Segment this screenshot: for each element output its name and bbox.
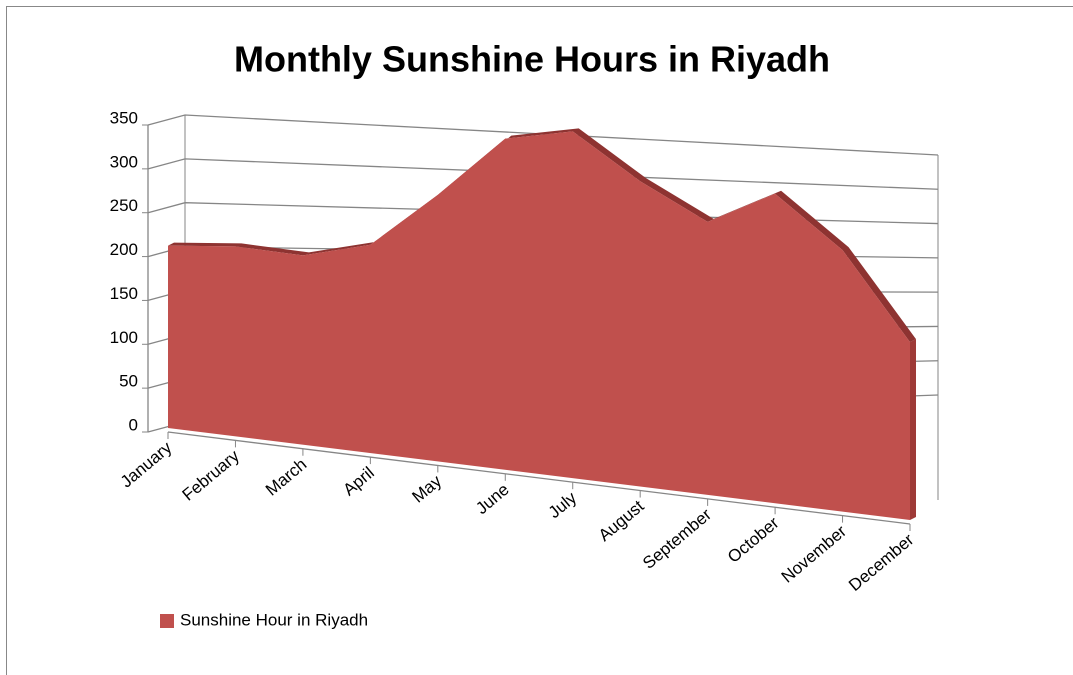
x-tick-label: October xyxy=(724,513,783,567)
y-tick-label: 150 xyxy=(110,284,138,303)
legend-swatch xyxy=(160,614,174,628)
y-tick-label: 100 xyxy=(110,328,138,347)
legend-label: Sunshine Hour in Riyadh xyxy=(180,610,368,629)
x-axis xyxy=(167,431,911,525)
x-tick-label: September xyxy=(639,505,715,573)
x-tick-label: August xyxy=(595,496,648,545)
area-side xyxy=(910,339,916,520)
x-tick-label: January xyxy=(117,438,176,492)
x-tick-label: July xyxy=(545,488,581,522)
x-tick-label: April xyxy=(340,463,378,499)
y-tick-label: 0 xyxy=(129,415,138,434)
x-tick-label: February xyxy=(179,446,244,505)
x-tick-label: June xyxy=(472,480,512,518)
x-tick-label: November xyxy=(778,521,851,586)
x-tick-label: March xyxy=(262,455,310,500)
area xyxy=(168,131,910,520)
y-tick-label: 250 xyxy=(110,196,138,215)
y-tick-label: 350 xyxy=(110,108,138,127)
y-tick-label: 300 xyxy=(110,152,138,171)
x-tick-label: May xyxy=(408,471,445,507)
y-tick-label: 50 xyxy=(119,372,138,391)
chart-title: Monthly Sunshine Hours in Riyadh xyxy=(234,39,830,80)
y-tick-label: 200 xyxy=(110,240,138,259)
chart-border xyxy=(6,6,1073,675)
x-tick-label: December xyxy=(845,530,918,595)
